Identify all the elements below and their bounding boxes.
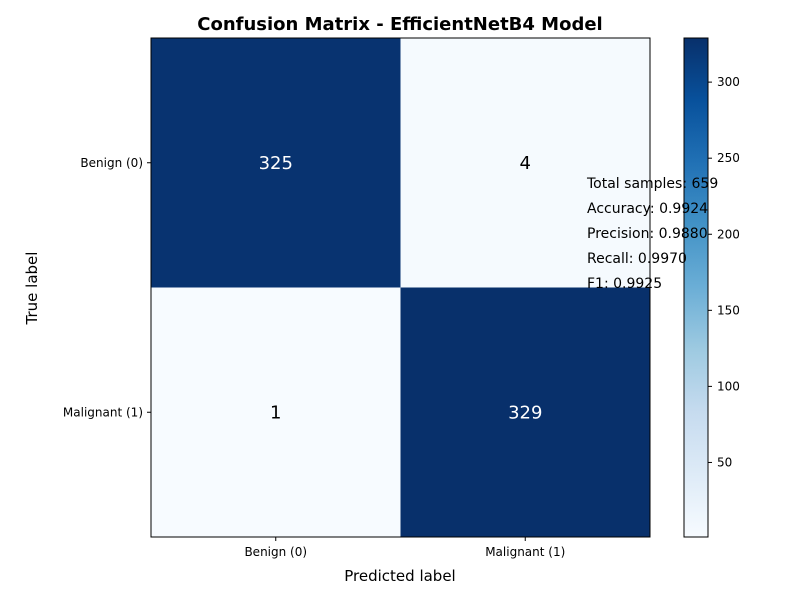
metrics-annotations: Total samples: 659 Accuracy: 0.9924 Precis…	[586, 176, 718, 292]
chart-title: Confusion Matrix - EfficientNetB4 Model	[197, 14, 602, 35]
heatmap-cells	[151, 38, 650, 537]
heatmap-cell	[400, 287, 650, 537]
cell-value-label: 329	[508, 402, 542, 423]
cell-value-label: 4	[520, 153, 531, 174]
colorbar-tick-label: 100	[717, 379, 740, 393]
x-tick-label: Malignant (1)	[485, 545, 565, 559]
y-axis-label: True label	[23, 252, 41, 326]
y-axis-ticks: Benign (0) Malignant (1)	[63, 156, 151, 419]
metric-annotation: Total samples: 659	[586, 176, 718, 192]
plot-frame	[150, 37, 651, 538]
metric-annotation: Accuracy: 0.9924	[587, 201, 708, 217]
heatmap-cell	[151, 38, 401, 288]
colorbar-ticks: 50 100 150 200 250 300	[708, 75, 740, 469]
colorbar-tick-label: 250	[717, 151, 740, 165]
cell-value-label: 1	[270, 402, 281, 423]
colorbar-tick-label: 50	[717, 455, 732, 469]
y-tick-label: Benign (0)	[80, 156, 143, 170]
y-tick-label: Malignant (1)	[63, 405, 143, 419]
x-axis-label: Predicted label	[344, 567, 455, 585]
metric-annotation: F1: 0.9925	[587, 276, 662, 292]
heatmap-cell	[400, 38, 650, 288]
x-axis-ticks: Benign (0) Malignant (1)	[244, 537, 565, 559]
colorbar	[683, 37, 709, 538]
x-tick-label: Benign (0)	[244, 545, 307, 559]
cell-value-label: 325	[259, 153, 293, 174]
heatmap-cell	[151, 287, 401, 537]
colorbar-tick-label: 300	[717, 75, 740, 89]
colorbar-tick-label: 150	[717, 303, 740, 317]
colorbar-tick-label: 200	[717, 227, 740, 241]
heatmap-cell-labels: 325 4 1 329	[259, 153, 543, 424]
metric-annotation: Recall: 0.9970	[587, 251, 687, 267]
metric-annotation: Precision: 0.9880	[587, 226, 708, 242]
